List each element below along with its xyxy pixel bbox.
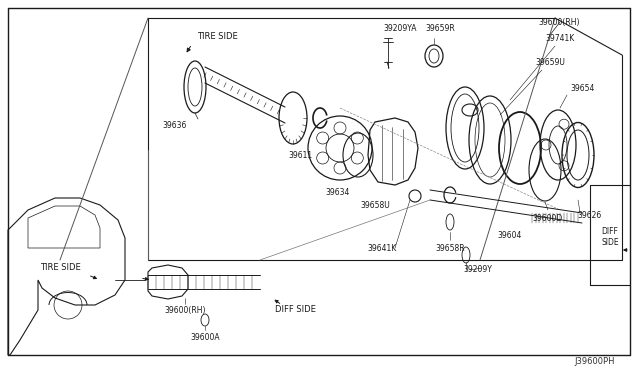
Text: 39741K: 39741K [545, 33, 575, 42]
Text: TIRE SIDE: TIRE SIDE [197, 32, 237, 41]
Text: 39634: 39634 [326, 187, 350, 196]
Text: 39654: 39654 [570, 83, 595, 93]
Text: TIRE SIDE: TIRE SIDE [40, 263, 81, 273]
Text: DIFF SIDE: DIFF SIDE [275, 305, 316, 314]
Text: 39209YA: 39209YA [383, 23, 417, 32]
Text: 39658R: 39658R [435, 244, 465, 253]
Text: J39600PH: J39600PH [575, 357, 615, 366]
Text: 39600(RH): 39600(RH) [164, 305, 205, 314]
Text: 39600(RH): 39600(RH) [538, 17, 580, 26]
Text: 39658U: 39658U [360, 201, 390, 209]
Text: 39659U: 39659U [535, 58, 565, 67]
Text: 39600A: 39600A [190, 334, 220, 343]
Text: 39611: 39611 [288, 151, 312, 160]
Text: 39641K: 39641K [367, 244, 397, 253]
Text: 39209Y: 39209Y [463, 266, 492, 275]
Text: 39626: 39626 [578, 211, 602, 219]
Text: 39600D: 39600D [533, 214, 563, 222]
Text: 39604: 39604 [498, 231, 522, 240]
Text: 39659R: 39659R [425, 23, 455, 32]
Text: 39636: 39636 [163, 121, 187, 129]
Text: DIFF
SIDE: DIFF SIDE [601, 227, 619, 247]
